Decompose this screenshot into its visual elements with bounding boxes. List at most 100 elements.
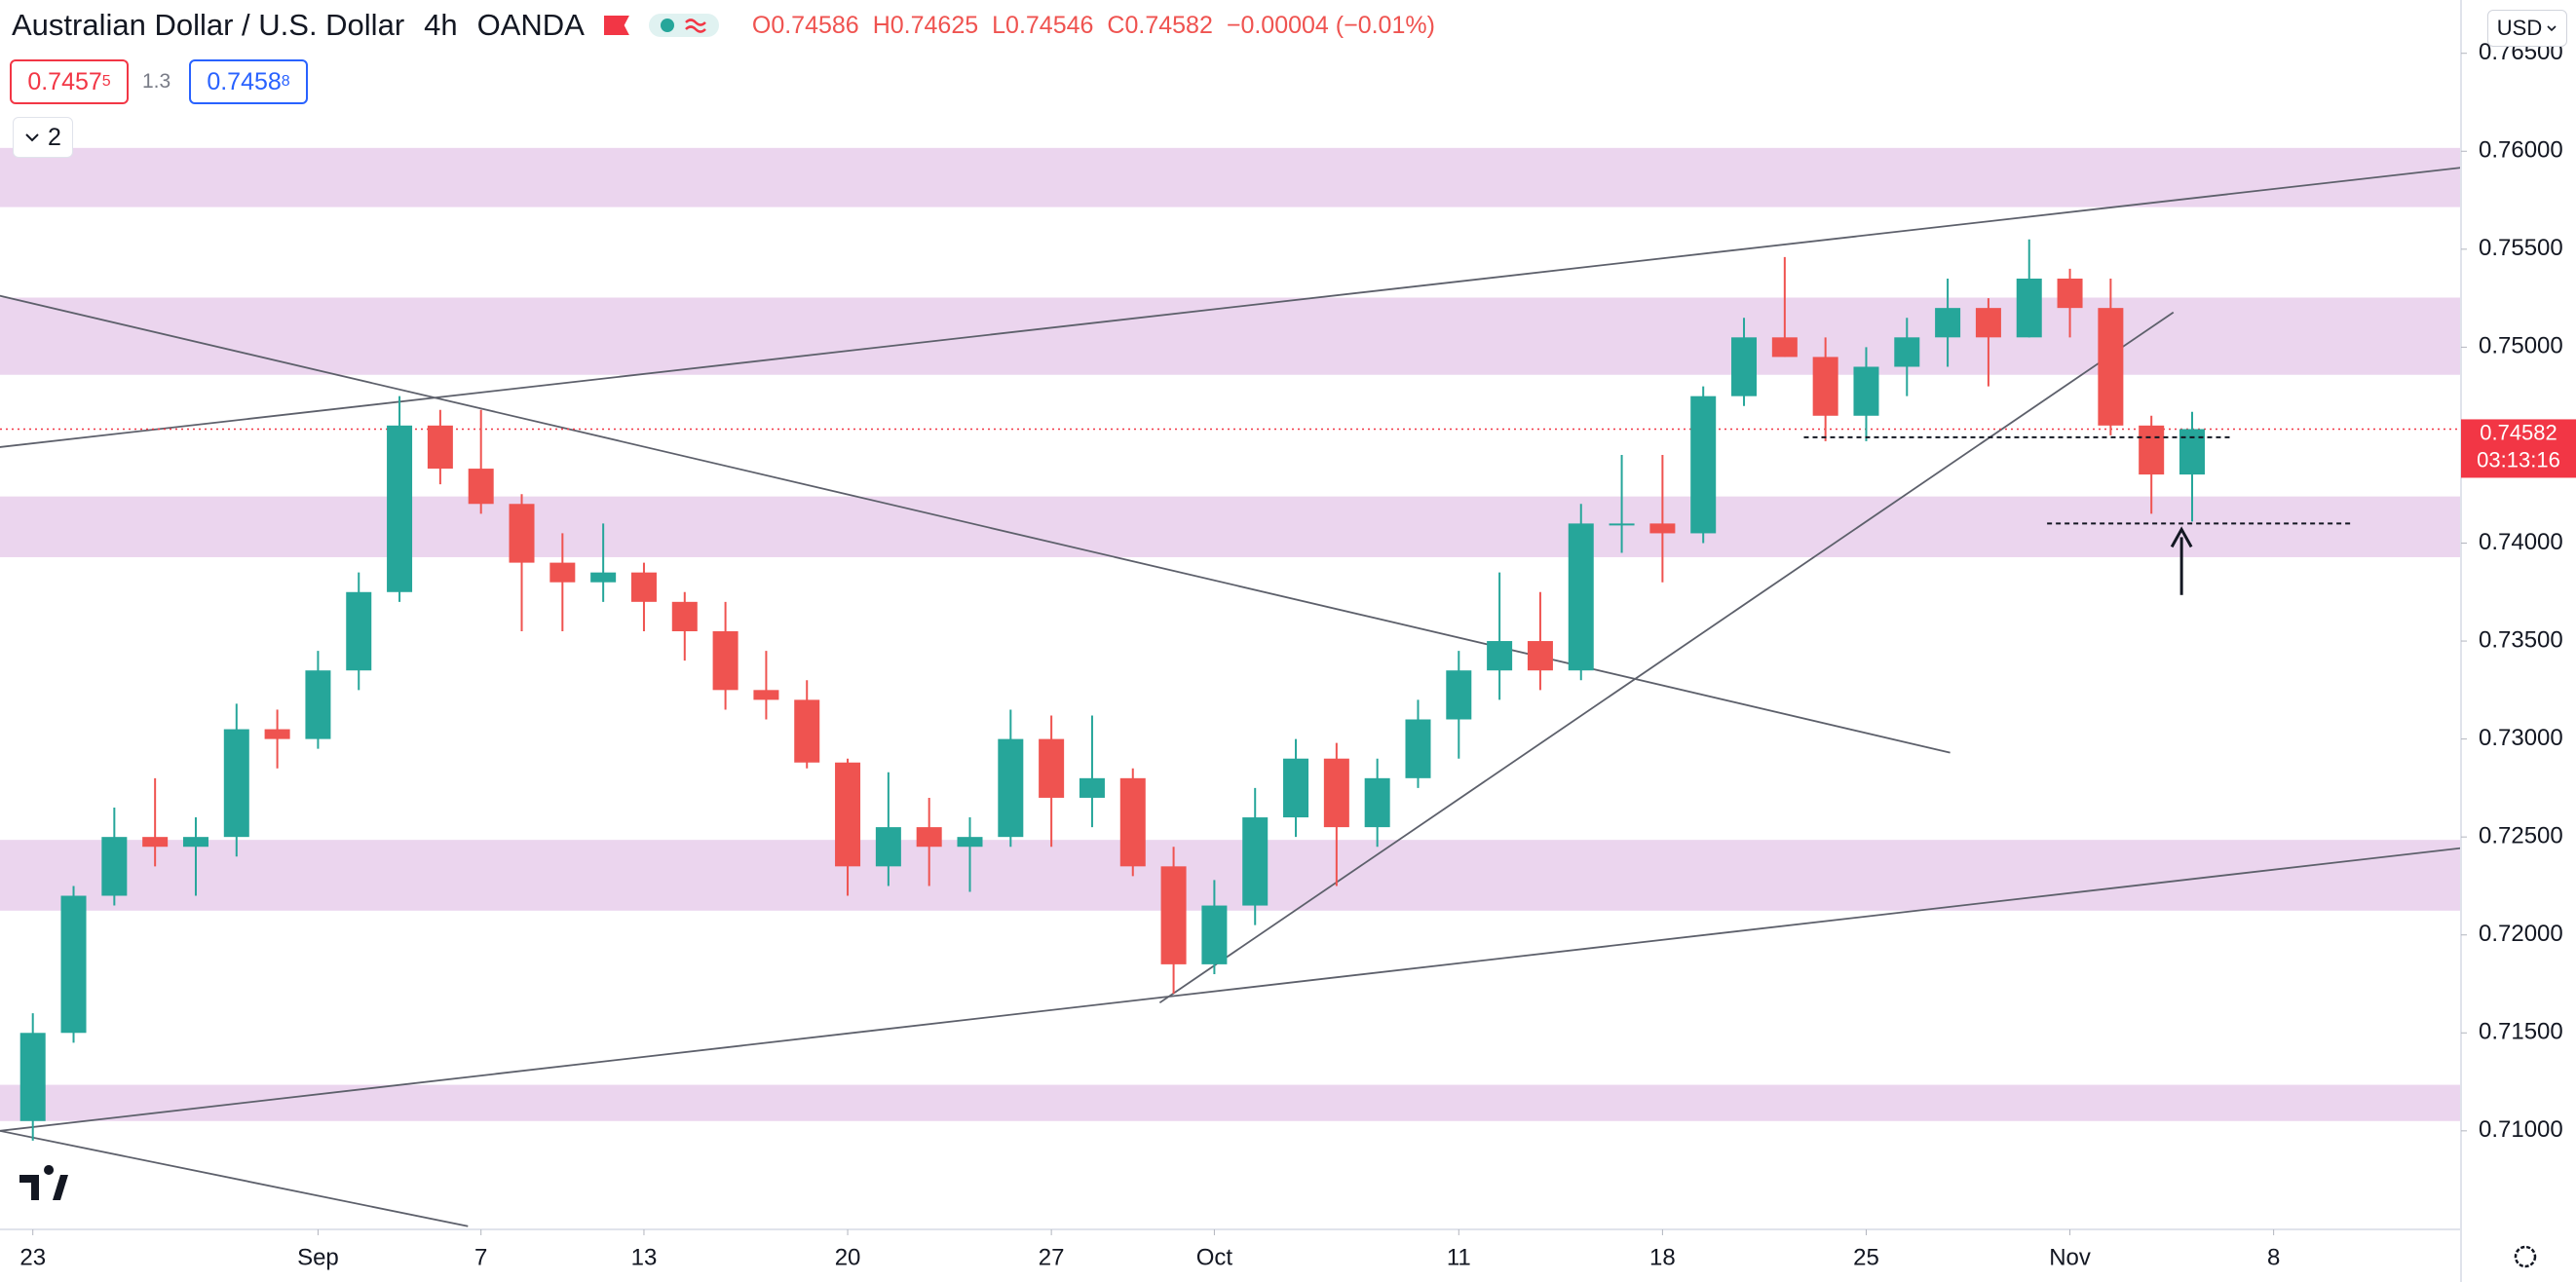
candle-body	[1039, 738, 1065, 798]
candle-body	[1283, 758, 1309, 818]
symbol[interactable]: Australian Dollar / U.S. Dollar	[12, 8, 405, 42]
candle-body	[182, 837, 208, 848]
x-tick-label: Oct	[1196, 1244, 1233, 1270]
y-tick-label: 0.71500	[2479, 1019, 2563, 1045]
candle-body	[60, 895, 87, 1034]
candle-body	[1119, 777, 1146, 867]
flag-icon[interactable]	[603, 16, 629, 35]
candle-body	[1446, 670, 1472, 720]
chevron	[25, 133, 39, 142]
trend-line	[1158, 311, 2175, 1004]
candle-body	[2139, 425, 2165, 475]
candle-body	[1853, 366, 1879, 416]
y-tick-label: 0.75500	[2479, 235, 2563, 261]
ohlc-values: O0.74586 H0.74625 L0.74546 C0.74582 −0.00004…	[752, 12, 1435, 40]
candle-body	[1935, 308, 1961, 338]
candle-body	[427, 425, 453, 470]
settings-icon[interactable]	[2514, 1245, 2537, 1268]
indicators-toggle[interactable]: 2	[13, 117, 73, 158]
candle-body	[509, 504, 535, 563]
y-tick-label: 0.72500	[2479, 823, 2563, 849]
candle-body	[835, 762, 861, 867]
candle-body	[346, 591, 372, 671]
candle-body	[957, 837, 983, 848]
candle-body	[101, 837, 128, 896]
candle-body	[19, 1033, 46, 1121]
last-price-label-bg	[2461, 419, 2576, 478]
ohlc-value: O0.74586	[751, 11, 859, 39]
ohlc-value: H0.74625	[872, 11, 979, 39]
candle-body	[2057, 278, 2083, 309]
candle-body	[1242, 817, 1269, 906]
y-tick-label: 0.73000	[2479, 725, 2563, 751]
candle-body	[468, 469, 494, 505]
zone	[0, 297, 2461, 375]
buy-button[interactable]: 0.7458 8	[189, 59, 308, 104]
y-tick-label: 0.73500	[2479, 626, 2563, 653]
trend-line	[0, 1129, 469, 1227]
wave-icon	[684, 19, 706, 33]
ohlc-value: −0.00004 (−0.01%)	[1226, 11, 1435, 39]
trend-line	[0, 847, 2461, 1132]
candle-body	[1527, 641, 1553, 671]
candle-body	[1079, 777, 1105, 798]
countdown-label: 03:13:16	[2477, 447, 2560, 471]
currency: USD	[2496, 16, 2543, 40]
x-tick-label: Nov	[2049, 1244, 2091, 1270]
y-tick-label: 0.74000	[2479, 529, 2563, 555]
x-tick-label: 13	[631, 1244, 658, 1270]
candle-body	[2179, 429, 2206, 475]
candle-body	[1160, 866, 1187, 964]
candle-body	[305, 670, 331, 739]
trend-line	[0, 294, 1951, 754]
y-tick-label: 0.71000	[2479, 1116, 2563, 1143]
x-tick-label: 11	[1447, 1244, 1471, 1270]
interval[interactable]: 4h	[424, 8, 458, 42]
exchange: OANDA	[476, 8, 585, 42]
logo-mark	[19, 1165, 68, 1200]
candle-body	[1690, 396, 1717, 534]
indicators-count: 2	[48, 123, 61, 151]
candle-body	[387, 425, 413, 592]
spread: 1.3	[142, 70, 171, 93]
last-price-label: 0.74582	[2480, 420, 2557, 444]
currency-button[interactable]: USD	[2487, 10, 2567, 47]
x-tick-label: 18	[1649, 1244, 1676, 1270]
status-icons[interactable]	[648, 14, 719, 37]
candle-body	[264, 729, 290, 739]
live-dot	[660, 19, 674, 32]
zone	[0, 1084, 2461, 1121]
candle-body	[142, 837, 169, 848]
x-tick-label: 8	[2267, 1244, 2280, 1270]
x-tick-label: 7	[474, 1244, 487, 1270]
x-tick-label: 20	[835, 1244, 861, 1270]
arrow-head	[2170, 526, 2193, 548]
candle-body	[549, 562, 576, 583]
candle-body	[794, 699, 820, 763]
header: Australian Dollar / U.S. Dollar 4h OANDA…	[12, 8, 1435, 43]
candle-body	[1649, 523, 1676, 534]
zone	[0, 147, 2461, 207]
candle-body	[223, 729, 249, 838]
y-tick-label: 0.76000	[2479, 137, 2563, 164]
candle-body	[1568, 523, 1594, 671]
y-tick-label: 0.72000	[2479, 921, 2563, 947]
candle-body	[1201, 905, 1228, 964]
sell-button[interactable]: 0.7457 5	[10, 59, 129, 104]
x-tick-label: 25	[1853, 1244, 1879, 1270]
candle-body	[1812, 357, 1838, 416]
candle-body	[1487, 641, 1513, 671]
buy-pip: 8	[281, 73, 290, 90]
candle-body	[1405, 719, 1431, 778]
candle-body	[998, 738, 1024, 838]
sell-pip: 5	[101, 73, 111, 90]
buy-price: 0.7458	[207, 67, 282, 95]
tradingview-logo	[16, 1165, 68, 1206]
candle-body	[1323, 758, 1349, 828]
candle-body	[1609, 523, 1635, 526]
candle-body	[590, 572, 617, 583]
candle-body	[753, 690, 779, 700]
candle-body	[875, 827, 901, 867]
